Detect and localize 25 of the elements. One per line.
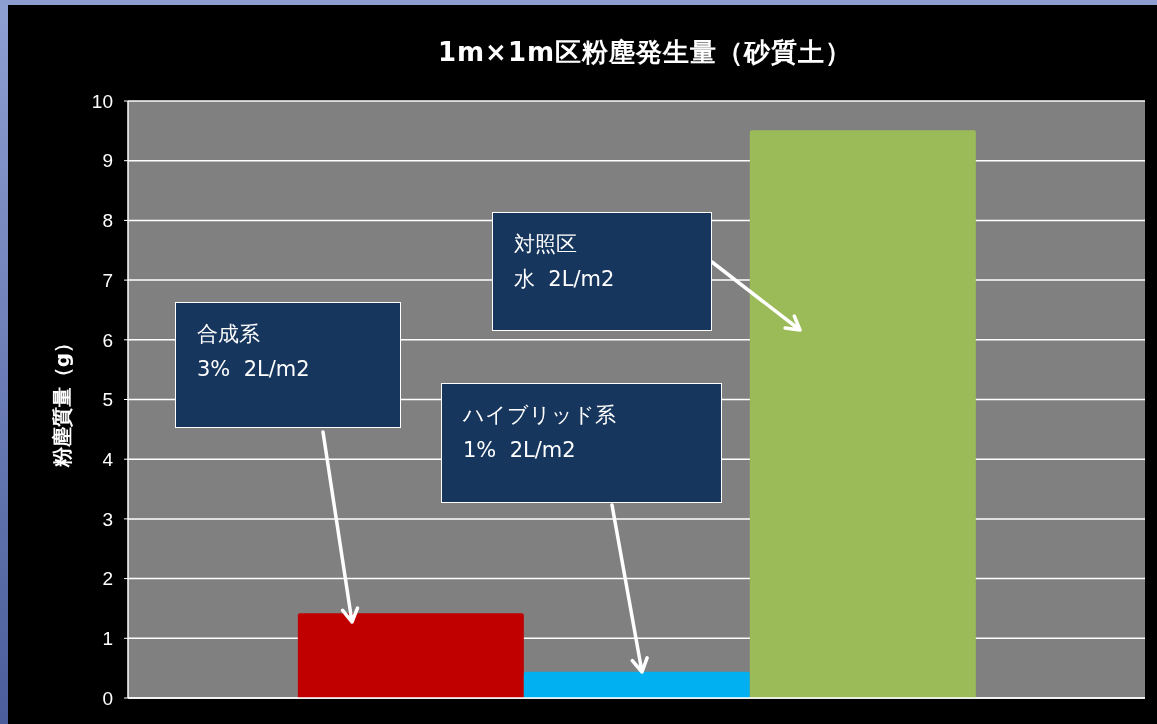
y-tick-label: 2 <box>102 568 113 590</box>
annotation: 3% 2L/m2 <box>197 357 310 381</box>
callout-box: ハイブリッド系 1% 2L/m2 <box>441 383 722 503</box>
annotation: ハイブリッド系 <box>463 403 616 427</box>
annotation: 合成系 <box>197 322 260 346</box>
y-tick-label: 7 <box>102 269 113 291</box>
y-tick-label: 9 <box>102 150 113 172</box>
y-tick-label: 3 <box>102 508 113 530</box>
annotation: 1% 2L/m2 <box>463 438 576 462</box>
callout-box: 合成系 3% 2L/m2 <box>175 302 401 428</box>
y-tick-label: 1 <box>102 628 113 650</box>
y-axis-title: 粉塵質量（g） <box>49 332 75 468</box>
annotation: 水 2L/m2 <box>514 267 615 291</box>
y-tick-label: 8 <box>102 210 113 232</box>
y-tick-label: 0 <box>102 687 113 709</box>
y-tick-label: 6 <box>102 329 113 351</box>
bar <box>749 130 976 698</box>
annotation: 対照区 <box>514 232 577 256</box>
y-tick-label: 5 <box>102 389 113 411</box>
bar <box>523 671 750 698</box>
y-tick-label: 10 <box>91 90 113 112</box>
y-tick-label: 4 <box>102 448 114 470</box>
bar <box>297 613 524 698</box>
chart-title: 1m×1m区粉塵発生量（砂質土） <box>436 36 854 69</box>
callout-box: 対照区 水 2L/m2 <box>492 212 712 331</box>
